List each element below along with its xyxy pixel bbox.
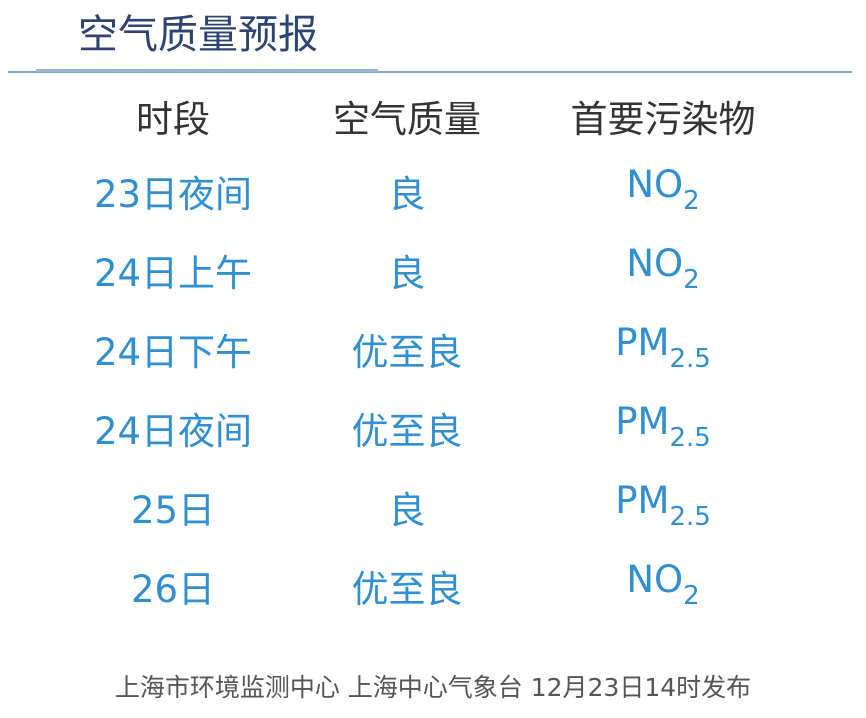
- pollutant-cell: NO2: [533, 240, 793, 293]
- pollutant-subscript: 2.5: [669, 502, 711, 532]
- pollutant-cell: PM2.5: [533, 319, 793, 372]
- pollutant-name: NO: [626, 558, 684, 601]
- pollutant-name: PM: [615, 400, 670, 443]
- pollutant-name: PM: [615, 479, 670, 522]
- pollutant-subscript: 2: [683, 265, 700, 295]
- pollutant-subscript: 2.5: [669, 344, 711, 374]
- period-cell: 24日上午: [93, 252, 253, 295]
- quality-cell: 优至良: [351, 410, 463, 453]
- period-cell: 23日夜间: [93, 173, 253, 216]
- pollutant-name: NO: [626, 242, 684, 285]
- pollutant-name: PM: [615, 321, 670, 364]
- pollutant-subscript: 2: [683, 186, 700, 216]
- period-cell: 24日夜间: [93, 410, 253, 453]
- quality-cell: 良: [388, 489, 426, 532]
- pollutant-cell: PM2.5: [533, 398, 793, 451]
- quality-cell: 良: [388, 252, 426, 295]
- header-quality: 空气质量: [333, 98, 481, 141]
- page-title: 空气质量预报: [78, 12, 318, 58]
- pollutant-cell: PM2.5: [533, 477, 793, 530]
- period-cell: 26日: [130, 568, 216, 611]
- header-pollutant: 首要污染物: [570, 98, 756, 141]
- header-period: 时段: [136, 98, 210, 141]
- pollutant-cell: NO2: [533, 556, 793, 609]
- divider: [8, 71, 852, 73]
- footer-source: 上海市环境监测中心 上海中心气象台 12月23日14时发布: [114, 673, 752, 702]
- pollutant-subscript: 2: [683, 581, 700, 611]
- period-cell: 24日下午: [93, 331, 253, 374]
- period-cell: 25日: [130, 489, 216, 532]
- title-underline: [36, 69, 378, 72]
- pollutant-cell: NO2: [533, 161, 793, 214]
- quality-cell: 优至良: [351, 331, 463, 374]
- pollutant-subscript: 2.5: [669, 423, 711, 453]
- quality-cell: 优至良: [351, 568, 463, 611]
- pollutant-name: NO: [626, 163, 684, 206]
- quality-cell: 良: [388, 173, 426, 216]
